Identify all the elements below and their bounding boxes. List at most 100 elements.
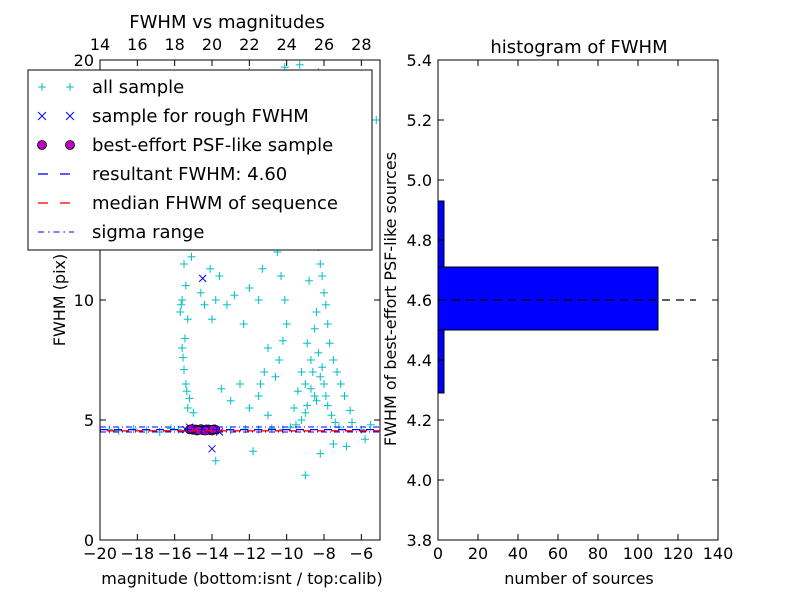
legend-label: all sample — [92, 77, 184, 98]
all-sample-point — [325, 339, 334, 348]
all-sample-point — [316, 372, 325, 381]
all-sample-point — [303, 339, 312, 348]
top-tick-label: 16 — [127, 35, 147, 54]
all-sample-point — [323, 320, 332, 328]
all-sample-point — [178, 344, 187, 352]
histogram-y-label: FWHM of best-effort PSF-like sources — [381, 152, 400, 446]
all-sample-point — [293, 387, 302, 396]
all-sample-point — [314, 348, 323, 357]
y-tick-label: 4.6 — [407, 291, 432, 310]
y-tick-label: 4.0 — [407, 471, 432, 490]
histogram-x-axis: 0 20 40 60 80 100 120 140 — [433, 60, 733, 563]
x-tick-label: 120 — [663, 544, 694, 563]
all-sample-point — [176, 308, 185, 316]
all-sample-point — [264, 411, 272, 420]
all-sample-point — [316, 260, 325, 268]
histogram-bars — [437, 200, 659, 394]
scatter-y-label: FWHM (pix) — [50, 254, 69, 347]
all-sample-point — [333, 368, 342, 376]
y-tick-label: 5.2 — [407, 111, 432, 130]
rough-fwhm-point — [198, 274, 207, 283]
legend-marker — [65, 140, 75, 150]
all-sample-point — [297, 416, 306, 424]
x-tick-label: −8 — [312, 544, 336, 563]
y-tick-label: 5 — [84, 411, 94, 430]
all-sample-point — [275, 356, 284, 364]
all-sample-point — [306, 384, 315, 393]
y-tick-label: 5.4 — [407, 51, 432, 70]
all-sample-point — [245, 284, 254, 292]
legend-marker — [65, 111, 75, 121]
all-sample-point — [329, 356, 338, 364]
scatter-y-axis: 0 5 10 20 — [74, 51, 380, 550]
all-sample-point — [208, 315, 216, 324]
histogram-x-label: number of sources — [504, 569, 654, 588]
all-sample-point — [217, 384, 226, 393]
all-sample-point — [310, 392, 319, 400]
all-sample-point — [185, 394, 194, 403]
all-sample-point — [329, 440, 338, 448]
histogram-bar — [437, 200, 445, 268]
all-sample-point — [336, 380, 345, 388]
all-sample-point — [177, 300, 186, 309]
all-sample-point — [183, 404, 192, 412]
all-sample-point — [320, 380, 328, 388]
all-sample-point — [346, 406, 355, 415]
all-sample-point — [277, 272, 286, 280]
all-sample-point — [278, 336, 287, 345]
x-tick-label: 60 — [548, 544, 568, 563]
all-sample-point — [236, 380, 244, 388]
all-sample-point — [187, 252, 196, 261]
all-sample-point — [239, 320, 248, 328]
legend-label: best-effort PSF-like sample — [92, 135, 333, 156]
histogram-y-axis: 3.8 4.0 4.2 4.4 4.6 4.8 5.0 5.2 5.4 — [407, 51, 718, 550]
all-sample-point — [180, 260, 188, 268]
all-sample-point — [178, 296, 187, 304]
all-sample-point — [318, 272, 327, 280]
all-sample-point — [348, 418, 356, 427]
y-tick-label: 4.4 — [407, 351, 432, 370]
y-tick-label: 3.8 — [407, 531, 432, 550]
all-sample-point — [340, 392, 349, 400]
legend-marker — [37, 111, 47, 121]
all-sample-point — [211, 296, 220, 304]
all-sample-point — [280, 296, 289, 304]
x-tick-label: −18 — [120, 544, 154, 563]
all-sample-point — [316, 449, 325, 458]
all-sample-point — [254, 392, 263, 400]
all-sample-point — [249, 447, 258, 456]
all-sample-point — [310, 324, 319, 333]
all-sample-point — [308, 368, 317, 376]
all-sample-point — [361, 435, 370, 444]
histogram-title: histogram of FWHM — [490, 37, 667, 58]
x-tick-label: 80 — [588, 544, 608, 563]
top-tick-label: 20 — [202, 35, 222, 54]
all-sample-point — [260, 368, 269, 376]
all-sample-point — [196, 288, 205, 297]
all-sample-point — [222, 300, 231, 309]
scatter-reference-lines — [100, 426, 380, 433]
all-sample-point — [303, 401, 312, 410]
x-tick-label: −16 — [158, 544, 192, 563]
all-sample-point — [282, 320, 291, 328]
top-tick-label: 28 — [351, 35, 371, 54]
all-sample-point — [267, 424, 276, 433]
legend-entry: all sample — [38, 77, 184, 98]
legend-box — [27, 69, 373, 251]
legend-label: resultant FWHM: 4.60 — [92, 164, 287, 185]
all-sample-point — [271, 372, 280, 381]
all-sample-point — [312, 396, 321, 405]
all-sample-point — [321, 392, 330, 400]
rough-fwhm-point — [208, 444, 216, 453]
all-sample-point — [306, 356, 315, 364]
all-sample-point — [366, 420, 375, 429]
all-sample-point — [200, 300, 209, 309]
all-sample-point — [295, 60, 304, 69]
scatter-x-label: magnitude (bottom:isnt / top:calib) — [101, 569, 382, 588]
x-tick-label: −12 — [232, 544, 266, 563]
all-sample-point — [290, 404, 299, 412]
y-tick-label: 10 — [74, 291, 94, 310]
all-sample-point — [312, 308, 321, 316]
x-tick-label: −20 — [83, 544, 117, 563]
